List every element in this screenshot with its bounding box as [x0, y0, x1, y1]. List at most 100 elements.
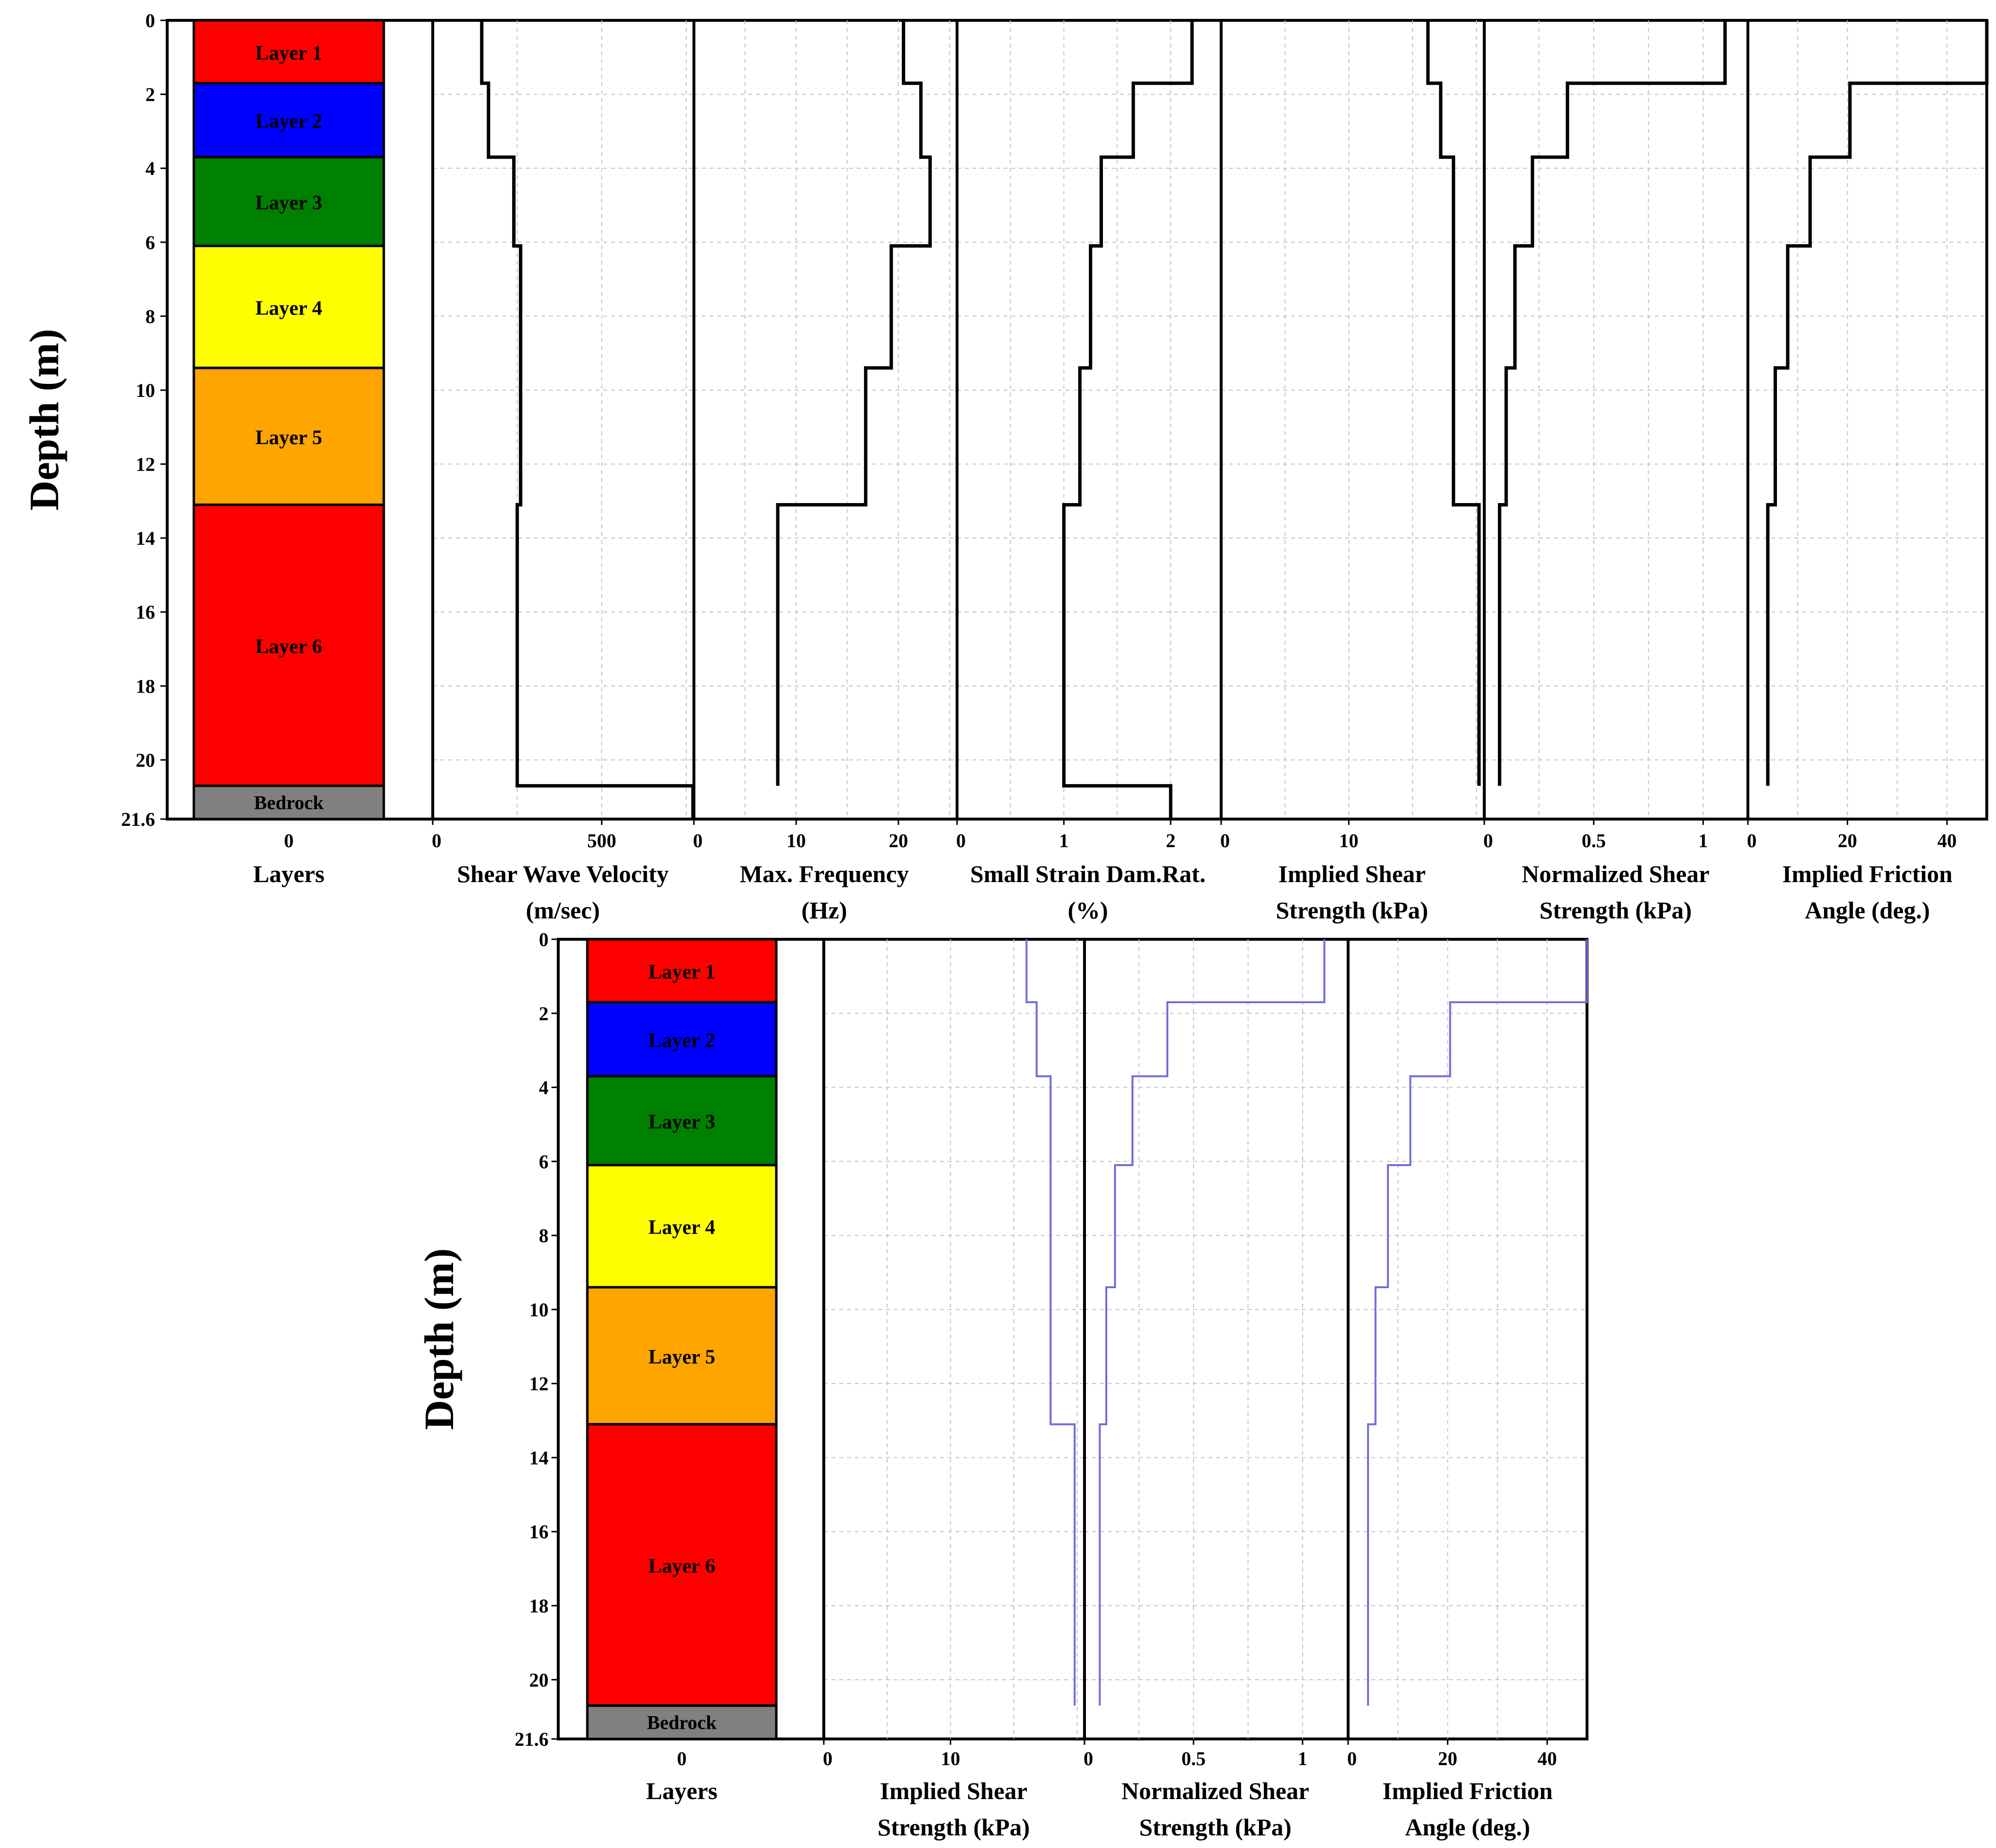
x-axis-label-line-2: Angle (deg.): [1405, 1814, 1530, 1841]
y-tick-label: 16: [529, 1521, 549, 1543]
plot-frame: [557, 938, 1588, 1740]
x-axis-label: Implied Shear: [880, 1777, 1027, 1804]
profile-line: [1099, 939, 1325, 1706]
y-tick-label: 2: [539, 1003, 549, 1025]
layer-label: Layer 2: [648, 1029, 715, 1052]
x-axis-label: Implied Friction: [1782, 860, 1953, 887]
x-axis-label: Layers: [253, 860, 324, 887]
x-tick-label: 0: [677, 1748, 687, 1769]
profile-line: [776, 20, 932, 786]
y-tick-label: 20: [136, 749, 155, 771]
profile-line: [1025, 939, 1076, 1706]
y-tick-label: 6: [145, 232, 155, 253]
x-tick-label: 0: [1747, 830, 1757, 852]
layer-label: Bedrock: [254, 792, 324, 814]
x-tick-label: 0.5: [1181, 1748, 1206, 1769]
panel-2: 0 10 20 Max. Frequency (Hz): [692, 20, 955, 924]
panel-1: 0 10 Implied Shear Strength (kPa): [822, 939, 1084, 1841]
layer-block: [192, 82, 385, 158]
layer-label: Layer 6: [255, 635, 322, 658]
x-tick-label: 0: [432, 830, 441, 852]
panel-1: 0 500 Shear Wave Velocity (m/sec): [431, 20, 695, 924]
y-tick-label: 0: [539, 929, 549, 950]
y-tick-label: 21.6: [515, 1728, 549, 1750]
x-axis-label-line-2: Strength (kPa): [1139, 1814, 1291, 1841]
x-axis-label: Layers: [646, 1777, 717, 1804]
x-axis-label-line-2: Angle (deg.): [1805, 897, 1930, 924]
x-tick-label: 20: [1838, 830, 1857, 852]
x-tick-label: 1: [1698, 830, 1708, 852]
y-tick-label: 0: [145, 10, 155, 32]
layer-label: Bedrock: [647, 1712, 717, 1734]
y-tick-label: 16: [136, 601, 155, 623]
x-tick-label: 0: [956, 830, 966, 852]
layer-label: Layer 1: [255, 42, 322, 64]
x-tick-label: 10: [1339, 830, 1358, 852]
layer-block: [192, 244, 385, 369]
y-tick-label: 18: [136, 675, 155, 697]
y-tick-label: 21.6: [121, 808, 155, 830]
x-axis-label: Shear Wave Velocity: [457, 860, 669, 887]
x-tick-label: 0: [1483, 830, 1493, 852]
y-tick-label: 18: [529, 1595, 549, 1617]
x-tick-label: 0: [1084, 1748, 1093, 1769]
layer-label: Layer 3: [648, 1111, 715, 1133]
x-axis-label-line-2: Strength (kPa): [1276, 897, 1428, 924]
layer-label: Layer 5: [255, 426, 322, 449]
x-tick-label: 0: [693, 830, 703, 852]
x-axis-label: Normalized Shear: [1522, 860, 1709, 887]
y-tick-label: 14: [136, 527, 155, 549]
layer-label: Layer 4: [255, 297, 322, 319]
x-axis-label-line-2: Strength (kPa): [878, 1814, 1030, 1841]
y-tick-label: 20: [529, 1669, 549, 1691]
x-axis-label-line-2: (m/sec): [526, 897, 600, 924]
layer-block: [586, 1075, 778, 1167]
x-axis-label-line-2: (Hz): [802, 897, 847, 924]
layer-block: [586, 938, 778, 1004]
y-tick-label: 4: [539, 1077, 549, 1099]
layer-block: [586, 1001, 778, 1078]
x-tick-label: 2: [1166, 830, 1176, 852]
x-axis-label-line-2: (%): [1068, 897, 1108, 924]
y-tick-label: 10: [529, 1299, 549, 1321]
profile-line: [480, 20, 695, 819]
x-axis-label: Implied Shear: [1278, 860, 1426, 887]
layer-label: Layer 2: [255, 111, 322, 133]
x-tick-label: 500: [587, 830, 616, 852]
layer-block: [586, 1286, 778, 1426]
panel-3: 0 1 2 Small Strain Dam.Rat. (%): [956, 20, 1219, 924]
layer-label: Layer 3: [255, 192, 322, 214]
x-tick-label: 20: [889, 830, 908, 852]
profile-line: [1367, 939, 1588, 1706]
x-tick-label: 0: [284, 830, 294, 852]
x-axis-label: Normalized Shear: [1121, 1777, 1309, 1804]
y-tick-label: 12: [529, 1373, 549, 1395]
panel-5: 0 0.5 1 Normalized Shear Strength (kPa): [1483, 20, 1747, 924]
x-tick-label: 1: [1298, 1748, 1307, 1769]
x-tick-label: 10: [786, 830, 806, 852]
layer-block: [192, 19, 385, 85]
layer-label: Layer 6: [648, 1555, 715, 1578]
profile-line: [1426, 20, 1481, 786]
x-tick-label: 1: [1059, 830, 1069, 852]
layer-label: Layer 1: [648, 961, 715, 983]
x-axis-label: Small Strain Dam.Rat.: [970, 860, 1206, 887]
layer-label: Layer 5: [648, 1346, 715, 1368]
layer-block: [192, 784, 385, 821]
layer-label: Layer 4: [648, 1216, 715, 1239]
x-tick-label: 0: [1347, 1748, 1357, 1769]
x-axis-label: Implied Friction: [1383, 1777, 1553, 1804]
y-axis-label: Depth (m): [416, 1248, 462, 1430]
layer-column: Layer 1 Layer 2 Layer 3 Layer 4 Layer 5 Layer…: [586, 938, 778, 1740]
y-tick-label: 6: [539, 1151, 549, 1172]
layer-block: [586, 1704, 778, 1740]
y-tick-label: 12: [136, 454, 155, 475]
y-tick-label: 10: [136, 379, 155, 401]
plot-frame: [166, 19, 1988, 821]
x-tick-label: 0.5: [1582, 830, 1606, 852]
x-tick-label: 10: [941, 1748, 960, 1769]
layer-column: Layer 1 Layer 2 Layer 3 Layer 4 Layer 5 Layer…: [192, 19, 385, 821]
